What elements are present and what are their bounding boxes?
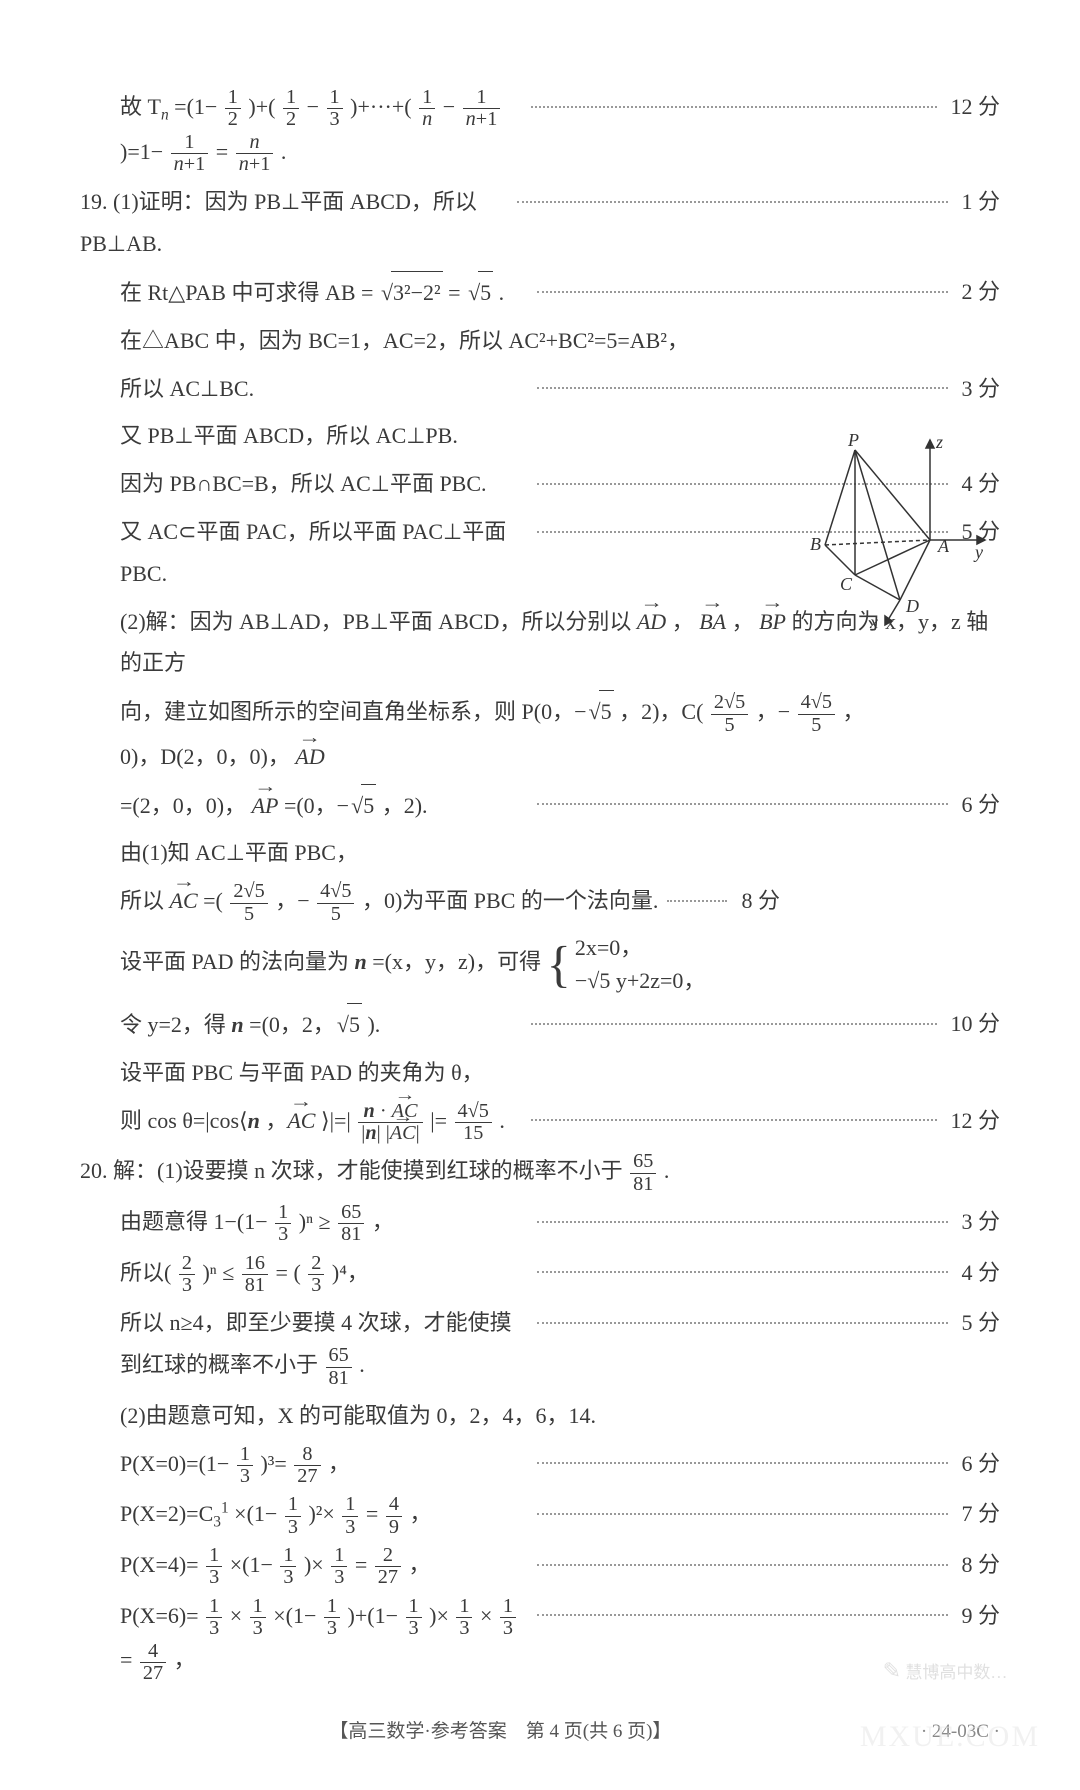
svg-text:P: P (847, 430, 859, 450)
q19-line1: 19. (1)证明：因为 PB⊥平面 ABCD，所以 PB⊥AB. 1 分 (80, 181, 1000, 265)
svg-text:B: B (810, 534, 821, 554)
svg-text:C: C (840, 574, 853, 594)
q19-ab: 在 Rt△PAB 中可求得 AB = 3²−2² = 5 . 2 分 (80, 271, 1000, 314)
svg-text:D: D (905, 596, 919, 616)
geometry-figure: P z B A y C D x (780, 430, 990, 644)
score-12: 12 分 (943, 86, 1001, 128)
svg-text:A: A (937, 536, 950, 556)
q20: 20. 解：(1)设要摸 n 次球，才能使摸到红球的概率不小于 6581 . (80, 1150, 1000, 1195)
svg-text:y: y (973, 542, 983, 562)
svg-text:z: z (935, 432, 943, 452)
watermark-large: MXUE.COM (860, 1708, 1040, 1765)
svg-text:x: x (869, 612, 878, 630)
line-tn: 故 Tn =(1− 12 )+( 12 − 13 )+···+( 1n − 1n… (80, 86, 1000, 175)
